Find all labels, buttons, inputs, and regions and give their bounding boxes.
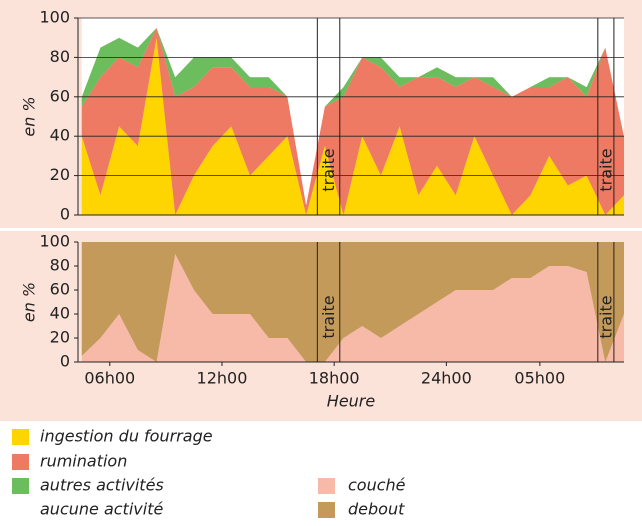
y-tick-label: 100 <box>39 232 70 251</box>
y-tick-label: 0 <box>60 352 70 371</box>
y-axis-label: en % <box>20 282 39 322</box>
annotation-label: traite <box>596 295 615 338</box>
y-tick-label: 60 <box>50 86 70 105</box>
legend-swatch <box>318 478 335 494</box>
x-tick-label: 06h00 <box>84 369 135 388</box>
legend-label: rumination <box>40 452 127 471</box>
chart: 0 20 40 60 80 100 en % traite traite ingestion du… <box>0 0 642 526</box>
x-tick-label: 12h00 <box>197 369 248 388</box>
x-tick-label: 18h00 <box>309 369 360 388</box>
legend-label: couché <box>348 476 406 495</box>
y-tick-label: 20 <box>50 328 70 347</box>
y-tick-label: 0 <box>60 205 70 224</box>
legend-label: aucune activité <box>40 500 163 519</box>
legend-swatch <box>12 429 29 445</box>
page: {"chart_data": [ {"type": "stacked-area"… <box>0 0 642 526</box>
y-tick-label: 100 <box>39 8 70 27</box>
y-tick-label: 80 <box>50 256 70 275</box>
y-tick-label: 60 <box>50 280 70 299</box>
y-tick-label: 40 <box>50 126 70 145</box>
x-tick-label: 05h00 <box>514 369 565 388</box>
annotation-label: traite <box>319 295 338 338</box>
y-axis-label: en % <box>20 96 39 136</box>
legend-swatch <box>12 454 29 470</box>
x-axis-label: Heure <box>327 392 376 411</box>
legend-swatch <box>12 502 29 518</box>
legend-label: autres activités <box>40 476 164 495</box>
annotation-label: traite <box>319 148 338 191</box>
legend-label: ingestion du fourrage <box>40 427 213 446</box>
annotation-label: traite <box>596 148 615 191</box>
y-tick-label: 20 <box>50 165 70 184</box>
y-tick-label: 80 <box>50 47 70 66</box>
legend-label: debout <box>348 500 405 519</box>
legend-swatch <box>318 502 335 518</box>
x-tick-label: 24h00 <box>421 369 472 388</box>
y-tick-label: 40 <box>50 304 70 323</box>
legend-swatch <box>12 478 29 494</box>
